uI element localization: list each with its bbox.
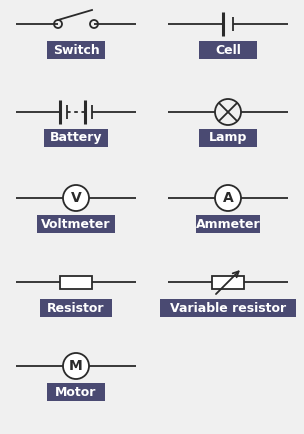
Bar [40, 299, 112, 317]
Circle shape [63, 353, 89, 379]
Bar [160, 299, 296, 317]
Text: Cell: Cell [215, 43, 241, 56]
Text: Voltmeter: Voltmeter [41, 217, 111, 230]
Bar [36, 215, 116, 233]
Text: Motor: Motor [55, 385, 97, 398]
Text: M: M [69, 359, 83, 373]
Text: Switch: Switch [53, 43, 99, 56]
Bar [60, 276, 92, 289]
Text: Lamp: Lamp [209, 132, 247, 145]
Bar [196, 215, 260, 233]
Text: Variable resistor: Variable resistor [170, 302, 286, 315]
Text: A: A [223, 191, 233, 205]
Circle shape [63, 185, 89, 211]
Circle shape [215, 185, 241, 211]
Bar [47, 41, 105, 59]
Bar [44, 129, 108, 147]
Bar [47, 383, 105, 401]
Bar [199, 129, 257, 147]
Text: Resistor: Resistor [47, 302, 105, 315]
Bar [212, 276, 244, 289]
Text: Ammeter: Ammeter [196, 217, 260, 230]
Text: V: V [71, 191, 81, 205]
Bar [199, 41, 257, 59]
Text: Battery: Battery [50, 132, 102, 145]
